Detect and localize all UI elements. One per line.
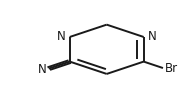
Text: N: N (148, 30, 157, 43)
Text: N: N (57, 30, 65, 43)
Text: Br: Br (165, 62, 178, 75)
Text: N: N (38, 63, 46, 76)
